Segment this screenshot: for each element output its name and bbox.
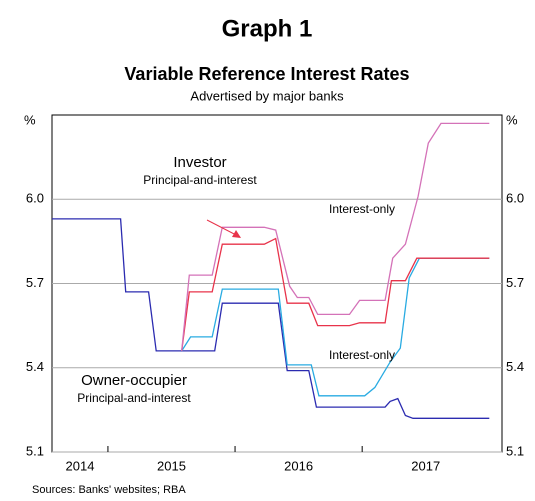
x-tick-label: 2014: [66, 458, 95, 473]
annotation: Interest-only: [329, 348, 395, 362]
series-line: [52, 218, 490, 419]
series-line: [181, 237, 490, 351]
series-line: [181, 122, 490, 351]
annotation: Principal-and-interest: [143, 173, 257, 187]
y2-tick-label: 5.4: [506, 359, 524, 374]
y-tick-label: 5.4: [26, 359, 44, 374]
y-tick-label: 5.1: [26, 443, 44, 458]
chart-title: Graph 1: [222, 15, 313, 42]
annotation-arrowhead: [232, 230, 241, 238]
series-line: [181, 257, 490, 397]
annotation: Interest-only: [329, 202, 395, 216]
source: Sources: Banks' websites; RBA: [32, 484, 186, 496]
annotation: Owner-occupier: [81, 372, 187, 389]
annotation: Principal-and-interest: [77, 391, 191, 405]
x-tick-label: 2015: [157, 458, 186, 473]
annotation: Investor: [173, 154, 226, 171]
y2-unit: %: [506, 112, 518, 127]
x-tick-label: 2017: [411, 458, 440, 473]
y-tick-label: 6.0: [26, 191, 44, 206]
y2-tick-label: 6.0: [506, 191, 524, 206]
y2-tick-label: 5.1: [506, 443, 524, 458]
y2-tick-label: 5.7: [506, 275, 524, 290]
y-tick-label: 5.7: [26, 275, 44, 290]
chart-subtitle: Variable Reference Interest Rates: [124, 64, 409, 84]
chart-note: Advertised by major banks: [190, 88, 344, 103]
y-unit: %: [24, 112, 36, 127]
x-tick-label: 2016: [284, 458, 313, 473]
